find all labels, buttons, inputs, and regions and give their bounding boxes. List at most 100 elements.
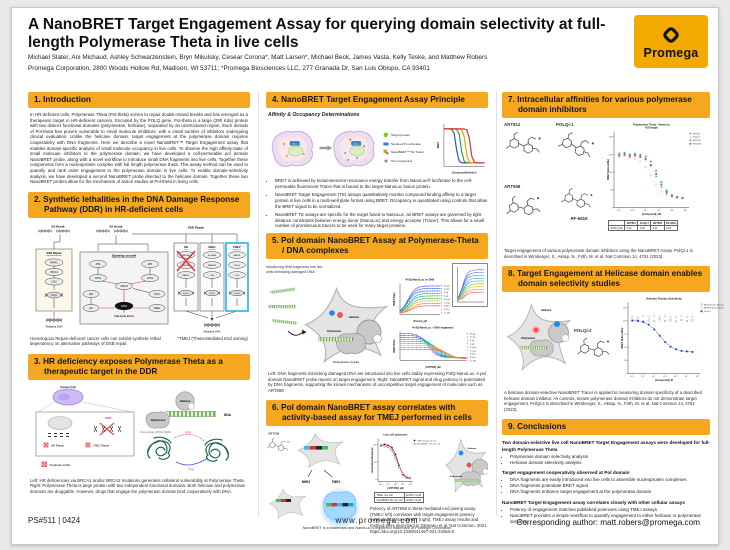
polymerase-label: Polymerase bbox=[450, 476, 463, 478]
nucleoprotein-cell-diagram: Helicase Polymerase Nucleoprotein comple… bbox=[268, 287, 387, 364]
test-compound-icon bbox=[384, 159, 388, 163]
svg-text:[ART558], μM: [ART558], μM bbox=[425, 366, 440, 369]
column-divider-1 bbox=[258, 92, 259, 516]
svg-text:75: 75 bbox=[624, 334, 627, 336]
dna-break-icon-2 bbox=[96, 228, 128, 233]
chromosome-sketch bbox=[93, 425, 122, 433]
helicase-engagement-caption: A helicase domain-selective NanoBRET Tra… bbox=[504, 390, 702, 412]
section-5-header: 5. Pol domain NanoBRET Assay at Polymera… bbox=[266, 233, 488, 259]
svg-text:BRET Ratio (mBu): BRET Ratio (mBu) bbox=[607, 159, 610, 180]
ddr-pathway-diagram: SS Break SS Break DSB Repair bbox=[35, 224, 249, 333]
tracer-dot bbox=[554, 321, 560, 328]
polymerase-blob bbox=[336, 332, 366, 355]
molecule-drawing bbox=[560, 187, 593, 209]
section-6-header: 6. Pol domain NanoBRET assay correlates … bbox=[266, 400, 488, 427]
svg-text:Pol λ: Pol λ bbox=[210, 293, 216, 295]
principle-legend: Target protein NanoLuc® Luciferase NanoB… bbox=[383, 132, 435, 164]
polymerase-label: Polymerase bbox=[521, 337, 536, 340]
svg-text:10⁻³: 10⁻³ bbox=[617, 209, 621, 212]
titration-inset bbox=[452, 263, 488, 307]
structure-polqi2: POLQi-2 bbox=[574, 328, 618, 366]
dna-break-icon-1 bbox=[38, 228, 70, 233]
molecule-drawing bbox=[556, 129, 596, 159]
affiliation-line: Promega Corporation, 2800 Woods Hollow R… bbox=[28, 65, 430, 72]
svg-text:[ART-558], μM: [ART-558], μM bbox=[388, 487, 404, 490]
helicase-label: Helicase bbox=[180, 399, 191, 403]
svg-text:10⁻⁵: 10⁻⁵ bbox=[674, 375, 678, 378]
tmej-correlation-figure: ART558 NHEJ TMEJ 10⁻² 10⁻¹ 10⁰ 10 bbox=[266, 430, 488, 534]
section-3-header: 3. HR deficiency exposes Polymerase Thet… bbox=[28, 353, 250, 380]
svg-text:NLuc: NLuc bbox=[354, 143, 360, 145]
svg-text:[Compound], μM: [Compound], μM bbox=[642, 213, 661, 216]
pdb-note: First example of POLQ 8F2K bbox=[140, 431, 171, 434]
hr-repair-row: HR Repair bbox=[43, 442, 64, 447]
ddr-caption: Homologous Repair-deficient cancer cells… bbox=[30, 336, 248, 347]
svg-text:10⁻²: 10⁻² bbox=[379, 483, 383, 486]
polymerase-blob bbox=[460, 471, 481, 487]
entry-arrow bbox=[287, 330, 304, 336]
repaired-dna-icon-1 bbox=[46, 317, 62, 322]
svg-text:RF-6618: RF-6618 bbox=[693, 144, 702, 146]
svg-text:ART812: ART812 bbox=[693, 132, 701, 135]
drug-arrow-pink bbox=[173, 433, 205, 442]
nhej-box: NHEJ Ku70/80 DNA-PK LIG4 Pol λ bbox=[199, 242, 225, 312]
pol-domain-caption: Left: DNA fragments mimicking damaged DN… bbox=[268, 371, 486, 393]
svg-text:BRCA2: BRCA2 bbox=[182, 264, 190, 267]
svg-text:ART558: ART558 bbox=[693, 139, 701, 142]
structure-rf6618: RF-6618 bbox=[554, 186, 604, 222]
protein-structure-right bbox=[204, 438, 230, 462]
footer-center: www.promega.com NanoBRET is a trademark … bbox=[266, 516, 488, 530]
engagement-cell-diagram: Helicase Polymerase bbox=[445, 439, 488, 493]
svg-text:PolQi-1: PolQi-1 bbox=[693, 137, 701, 139]
hr-deficiency-caption: Left: HR deficiencies via BRCA1 and/or B… bbox=[30, 477, 246, 495]
section-8-header: 8. Target Engagement at Helicase domain … bbox=[502, 266, 710, 293]
tmej-cells-diagram: ART558 NHEJ TMEJ bbox=[266, 432, 361, 530]
ss-break-label-2: SS Break bbox=[109, 224, 123, 228]
svg-text:0: 0 bbox=[611, 207, 613, 209]
section-1-header: 1. Introduction bbox=[28, 92, 250, 108]
promega-logo-icon bbox=[663, 26, 679, 43]
svg-text:10⁻¹: 10⁻¹ bbox=[386, 483, 390, 486]
svg-text:DNA-PK: DNA-PK bbox=[208, 264, 217, 267]
ssb-repair-box: SSB Repair PARP1 XRCC1 LIG3 Pol β bbox=[35, 248, 73, 312]
complex-label: Nucleoprotein complex bbox=[333, 360, 360, 364]
converge-arrowhead bbox=[210, 317, 214, 321]
live-cell-potency-chart: 10⁻² 10⁻¹ 10⁰ 10¹ 10² 0 50 100 TMEJ assay, live … bbox=[371, 433, 440, 490]
svg-text:BRCA1: BRCA1 bbox=[182, 254, 190, 257]
svg-text:NanoBRET - TE, live cell: NanoBRET - TE, live cell bbox=[417, 444, 440, 446]
bret-flame bbox=[533, 327, 539, 333]
structure-polqi1: POLQi-1 bbox=[556, 122, 600, 168]
ddr-pathway-figure: SS Break SS Break DSB Repair bbox=[28, 222, 250, 334]
svg-text:0.03 μg: 0.03 μg bbox=[444, 306, 450, 308]
hr-deficient-x-icon bbox=[176, 250, 196, 272]
helicase-label: Helicase bbox=[349, 316, 360, 319]
repaired-dna-label-2: Repaired DNA bbox=[204, 329, 221, 333]
svg-text:10 μg: 10 μg bbox=[470, 337, 476, 339]
column-middle: 4. NanoBRET Target Engagement Assay Prin… bbox=[266, 92, 488, 534]
polymerase-label: Polymerase bbox=[151, 418, 166, 422]
structure-art558: ART558 bbox=[504, 184, 548, 226]
svg-text:10⁰: 10⁰ bbox=[657, 209, 660, 212]
helicase-label: Helicase bbox=[468, 448, 478, 450]
inhibitor-affinity-caption: Target engagement of various polymerase … bbox=[504, 248, 693, 259]
svg-text:Full length: Full length bbox=[645, 127, 658, 130]
drug-arrow-purple bbox=[175, 457, 209, 466]
dna-fragment-icon bbox=[271, 319, 297, 325]
svg-text:Pol δ: Pol δ bbox=[184, 293, 190, 295]
svg-text:p21: p21 bbox=[89, 308, 94, 310]
promega-url-link[interactable]: www.promega.com bbox=[335, 516, 419, 525]
signaling-cascade-box: Signaling cascade ATM ATR CHK2 CHK1 p53 … bbox=[79, 251, 169, 325]
svg-text:RF6618 (pol domain): RF6618 (pol domain) bbox=[704, 308, 724, 310]
svg-text:3 μg: 3 μg bbox=[470, 340, 475, 342]
tmej-label: TMEJ bbox=[332, 480, 341, 484]
svg-text:0.01 μg: 0.01 μg bbox=[444, 309, 450, 311]
svg-text:PolQ-NanoLuc vs DNA: PolQ-NanoLuc vs DNA bbox=[406, 277, 435, 281]
corresponding-author-email[interactable]: Corresponding author: matt.robers@promeg… bbox=[516, 518, 700, 527]
hr-box: HR BRCA1 BRCA2 RAD51 Pol δ bbox=[173, 242, 199, 312]
reporter-cell bbox=[297, 433, 344, 469]
svg-text:BRET Ratio (mBu): BRET Ratio (mBu) bbox=[621, 328, 624, 349]
section-4-header: 4. NanoBRET Target Engagement Assay Prin… bbox=[266, 92, 488, 108]
tmej-caption: Potency of ART558 in theta mediated end … bbox=[370, 506, 488, 534]
svg-text:100: 100 bbox=[373, 445, 377, 447]
cell-before: NLuc bbox=[271, 130, 314, 167]
